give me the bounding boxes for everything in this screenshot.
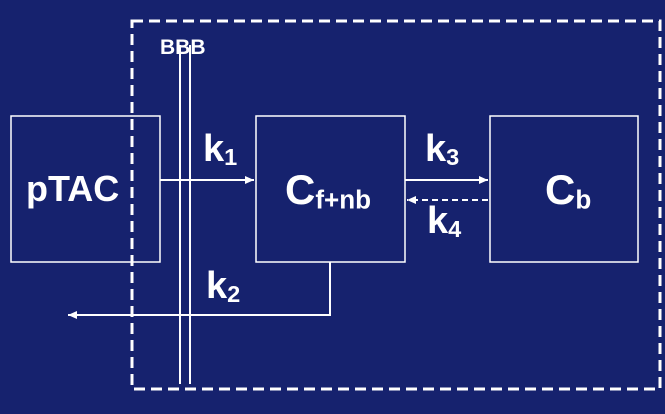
k2-label: k2 [206, 265, 240, 308]
k4-label: k4 [427, 200, 461, 243]
free-compartment-symbol: C [285, 166, 316, 213]
bound-compartment-label: Cb [545, 166, 591, 216]
k4-symbol: k [427, 200, 449, 242]
k3-label: k3 [425, 128, 459, 171]
ptac-label: pTAC [26, 168, 120, 209]
k3-subscript: 3 [446, 144, 460, 171]
k1-label: k1 [203, 128, 237, 171]
k4-subscript: 4 [448, 216, 462, 243]
bound-compartment-box [489, 115, 639, 263]
k2-subscript: 2 [227, 281, 241, 308]
free-compartment-subscript: f+nb [315, 184, 372, 215]
free-compartment-label: Cf+nb [285, 166, 371, 216]
bound-compartment-symbol: C [545, 166, 576, 213]
k3-symbol: k [425, 128, 447, 170]
k2-efflux-line [68, 262, 331, 319]
k1-symbol: k [203, 128, 225, 170]
tissue-boundary [130, 19, 662, 391]
bound-compartment-subscript: b [575, 184, 592, 215]
ptac-box [10, 115, 161, 263]
bbb-label: BBB [160, 36, 206, 59]
k1-subscript: 1 [224, 144, 238, 171]
k2-symbol: k [206, 265, 228, 307]
